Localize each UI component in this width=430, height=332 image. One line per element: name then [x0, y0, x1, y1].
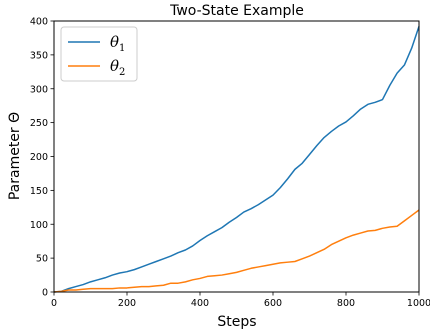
y-tick-label: 300 [30, 84, 48, 95]
axes: 0 200 400 600 800 1000 0 50 100 150 200 250 300 350 40… [30, 17, 430, 310]
y-tick-label: 50 [36, 254, 48, 265]
legend-box [60, 26, 138, 82]
chart-title: Two-State Example [169, 3, 304, 19]
x-tick-label: 400 [191, 298, 209, 309]
y-tick-label: 400 [30, 17, 48, 28]
series-line-1 [53, 26, 420, 293]
x-tick-label: 0 [51, 298, 57, 309]
y-tick-label: 100 [30, 220, 48, 231]
y-tick-label: 150 [30, 186, 48, 197]
x-tick-label: 800 [337, 298, 355, 309]
plot-area [53, 26, 420, 293]
x-tick-label: 200 [118, 298, 136, 309]
y-tick-label: 0 [42, 288, 48, 299]
y-axis-title: Parameter Θ [7, 112, 23, 200]
y-tick-label: 350 [30, 50, 48, 61]
x-tick-label: 600 [264, 298, 282, 309]
legend-label-1: θ1 [110, 33, 125, 54]
x-tick-label: 1000 [407, 298, 430, 309]
x-axis-title: Steps [217, 314, 256, 330]
legend-label-2: θ2 [110, 57, 125, 78]
y-tick-label: 250 [30, 118, 48, 129]
y-tick-label: 200 [30, 152, 48, 163]
series-line-2 [53, 209, 420, 293]
